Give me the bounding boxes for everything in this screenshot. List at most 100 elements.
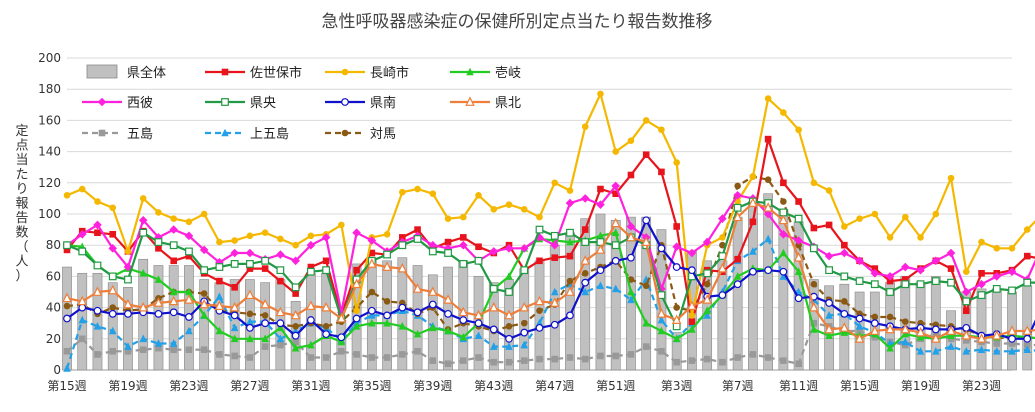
data-point bbox=[901, 262, 910, 272]
data-point bbox=[429, 357, 437, 364]
data-point bbox=[535, 225, 544, 234]
legend-label: 県央 bbox=[250, 96, 276, 111]
data-point bbox=[246, 232, 254, 240]
bar bbox=[595, 213, 606, 371]
data-point bbox=[230, 260, 239, 268]
data-point bbox=[155, 209, 162, 216]
data-point bbox=[992, 284, 1001, 293]
data-point bbox=[947, 278, 955, 287]
data-point bbox=[687, 300, 697, 310]
data-point bbox=[961, 330, 972, 340]
data-point bbox=[657, 326, 666, 335]
data-point bbox=[519, 301, 530, 312]
data-point bbox=[551, 179, 559, 187]
data-point bbox=[306, 240, 316, 250]
data-point bbox=[627, 295, 635, 304]
data-point bbox=[322, 266, 331, 275]
data-point bbox=[109, 304, 117, 311]
data-point bbox=[292, 338, 299, 346]
data-point bbox=[672, 263, 681, 271]
data-point bbox=[947, 331, 955, 339]
y-tick-label: 0 bbox=[53, 363, 61, 377]
data-point bbox=[855, 322, 864, 330]
data-point bbox=[260, 298, 270, 309]
legend-item: 上五島 bbox=[205, 127, 289, 142]
data-point bbox=[382, 261, 392, 271]
x-tick-label: 第7週 bbox=[722, 379, 754, 393]
data-point bbox=[901, 329, 910, 338]
data-point bbox=[169, 339, 178, 347]
data-point bbox=[688, 325, 696, 333]
data-point bbox=[719, 234, 726, 241]
data-point bbox=[794, 236, 803, 245]
data-point bbox=[809, 301, 819, 312]
data-point bbox=[489, 284, 498, 293]
data-point bbox=[779, 229, 788, 239]
data-point bbox=[597, 352, 604, 360]
data-point bbox=[413, 329, 422, 338]
legend-item: 県央 bbox=[205, 96, 276, 111]
data-point bbox=[702, 294, 712, 304]
data-point bbox=[185, 218, 193, 226]
data-point bbox=[322, 330, 331, 339]
data-point bbox=[291, 343, 300, 352]
data-point bbox=[489, 342, 498, 350]
data-point bbox=[520, 357, 528, 364]
data-point bbox=[962, 307, 970, 315]
data-point bbox=[489, 247, 499, 256]
data-point bbox=[886, 288, 894, 296]
data-point bbox=[916, 265, 925, 275]
data-point bbox=[123, 298, 133, 309]
data-point bbox=[261, 256, 270, 265]
data-point bbox=[780, 179, 787, 187]
data-point bbox=[185, 313, 193, 321]
data-point bbox=[536, 355, 543, 363]
data-point bbox=[124, 342, 132, 350]
data-point bbox=[428, 286, 438, 296]
series-line bbox=[65, 237, 1035, 369]
data-point bbox=[383, 318, 391, 327]
data-point bbox=[459, 260, 468, 268]
data-point bbox=[154, 233, 163, 242]
data-point bbox=[276, 266, 285, 275]
data-point bbox=[63, 302, 71, 310]
legend-item: 県全体 bbox=[86, 64, 166, 81]
data-point bbox=[749, 351, 757, 358]
data-point bbox=[702, 237, 712, 247]
data-point bbox=[947, 342, 955, 350]
data-point bbox=[337, 333, 346, 342]
data-point bbox=[341, 98, 349, 106]
data-point bbox=[841, 241, 848, 249]
data-point bbox=[221, 98, 229, 106]
x-axis-ticks: 第15週 第19週 第23週 第27週 第31週 第35週 第39週 第43週 第47週 第51週… bbox=[47, 379, 1001, 393]
data-point bbox=[657, 244, 666, 253]
series-line bbox=[66, 231, 1035, 350]
data-point bbox=[429, 190, 437, 198]
data-point bbox=[216, 277, 223, 285]
data-point bbox=[276, 323, 285, 332]
legend-label: 西彼 bbox=[127, 96, 153, 111]
data-point bbox=[459, 234, 467, 241]
data-point bbox=[841, 223, 848, 230]
data-point bbox=[551, 355, 559, 363]
legend-item: 長崎市 bbox=[325, 65, 409, 81]
data-point bbox=[307, 263, 315, 271]
legend-item: 対馬 bbox=[325, 127, 396, 142]
data-point bbox=[673, 304, 680, 311]
data-point bbox=[611, 256, 620, 265]
data-point bbox=[779, 267, 788, 276]
data-point bbox=[658, 347, 665, 355]
data-point bbox=[566, 237, 574, 246]
data-point bbox=[199, 245, 209, 255]
data-point bbox=[505, 288, 513, 296]
data-point bbox=[764, 266, 773, 275]
data-point bbox=[566, 228, 574, 237]
data-point bbox=[825, 266, 833, 275]
bar bbox=[991, 288, 1002, 371]
data-point bbox=[1008, 286, 1016, 295]
data-point bbox=[977, 291, 986, 300]
data-point bbox=[368, 311, 376, 319]
data-point bbox=[520, 266, 529, 275]
data-point bbox=[475, 354, 482, 361]
data-point bbox=[276, 250, 285, 259]
